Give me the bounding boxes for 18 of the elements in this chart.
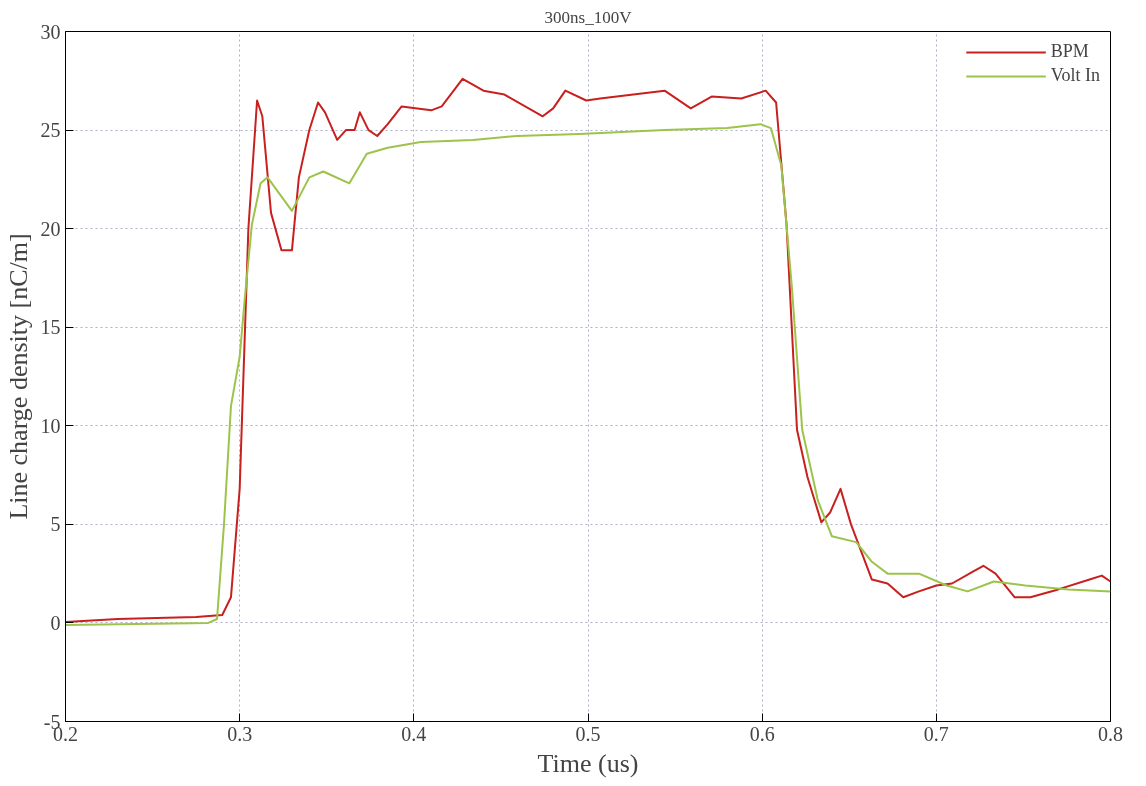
legend-label: Volt In <box>1050 65 1100 86</box>
x-tick-label: 0.6 <box>749 722 775 745</box>
y-tick-label: 30 <box>40 20 61 43</box>
x-tick-label: 0.3 <box>227 722 253 745</box>
y-tick-label: 0 <box>50 611 61 634</box>
x-tick-label: 0.4 <box>401 722 427 745</box>
y-tick-label: 20 <box>40 217 61 240</box>
y-tick-label: 15 <box>40 316 61 339</box>
y-tick-label: 10 <box>40 414 61 437</box>
x-tick-label: 0.5 <box>575 722 601 745</box>
legend-label: BPM <box>1050 41 1089 62</box>
x-tick-label: 0.7 <box>923 722 949 745</box>
x-axis-title: Time (us) <box>537 748 639 778</box>
chart-title: 300ns_100V <box>544 7 633 27</box>
y-axis-title: Line charge density [nC/m] <box>3 233 33 520</box>
x-tick-label: 0.8 <box>1098 722 1123 745</box>
y-tick-label: 25 <box>40 119 61 142</box>
y-tick-label: 5 <box>50 513 61 536</box>
